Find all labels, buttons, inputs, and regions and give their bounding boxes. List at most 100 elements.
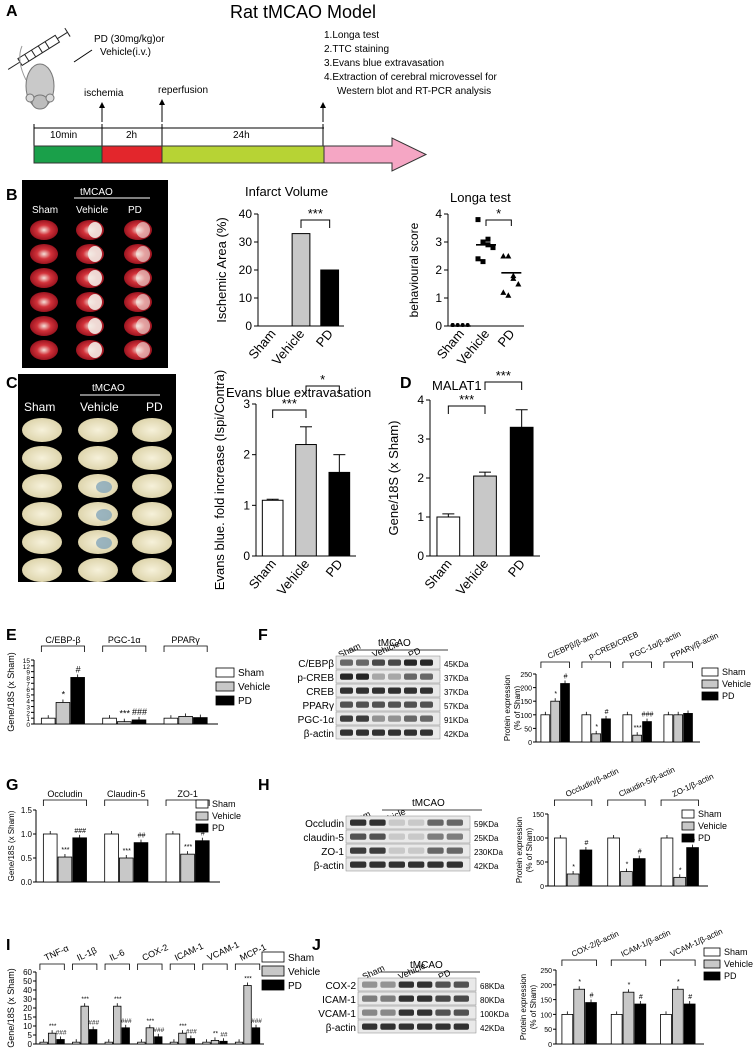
blot-band — [388, 673, 401, 680]
panel-j: J tMCAO Sham Vehicle PD COX-2 68KDa ICAM-1 80KD… — [312, 927, 753, 1049]
sig-label: ### — [642, 712, 654, 719]
blot-band — [453, 1009, 469, 1016]
bar-vehicle — [566, 873, 580, 887]
legend-swatch — [215, 667, 235, 678]
bar-pd — [193, 717, 208, 725]
sig-label: * — [677, 979, 680, 986]
blot-kda-label: 68KDa — [480, 982, 505, 991]
data-point — [510, 275, 517, 281]
sig-label: * — [496, 206, 501, 221]
group-bracket — [581, 661, 611, 668]
group-label: ZO-1/β-actin — [671, 772, 715, 799]
legend-label: Sham — [288, 953, 314, 964]
bar-sham — [660, 1014, 672, 1045]
legend-label: Sham — [698, 809, 722, 819]
brain-slice — [78, 418, 118, 442]
bar-vehicle — [295, 444, 317, 557]
y-axis-label: behavioural score — [407, 222, 421, 317]
y-tick-label: 8 — [26, 675, 30, 682]
blot-kda-label: 80KDa — [480, 996, 505, 1005]
group-bracket — [40, 645, 85, 652]
blot-kda-label: 37KDa — [444, 688, 469, 697]
sig-label: *** — [308, 206, 323, 221]
sig-label: *** — [114, 996, 122, 1003]
sig-label: *** — [123, 848, 131, 855]
blot-band — [420, 715, 433, 722]
blot-band — [420, 701, 433, 708]
bar-sham — [42, 833, 58, 883]
y-tick-label: 250 — [540, 968, 552, 975]
blot-row-label: COX-2 — [325, 981, 356, 992]
bar-vehicle — [620, 871, 633, 887]
bar-pd — [154, 1036, 163, 1045]
blot-kda-label: 42KDa — [444, 730, 469, 739]
blot-band — [427, 833, 444, 840]
blot-row-label: β-actin — [304, 729, 334, 740]
evans-stain — [96, 537, 112, 549]
brain-slice — [22, 446, 62, 470]
blot-band — [408, 833, 425, 840]
legend-swatch — [703, 959, 721, 969]
group-label: VCAM-1 — [206, 939, 241, 962]
y-tick-label: 100 — [540, 1012, 552, 1019]
brain-slice — [132, 558, 172, 582]
legend-label: PD — [722, 691, 735, 701]
y-tick-label: 7 — [26, 681, 30, 688]
infarct-region — [88, 342, 102, 358]
bar-vehicle — [473, 475, 497, 557]
group-bracket — [39, 963, 65, 970]
infarct-region — [136, 342, 150, 358]
blot-band — [446, 819, 463, 826]
blot-band — [388, 819, 405, 826]
y-axis-label: (% of Sham) — [525, 827, 534, 872]
legend-swatch — [701, 667, 719, 677]
legend-swatch — [195, 811, 209, 821]
blot-kda-label: 230KDa — [474, 848, 503, 857]
x-tick-label: PD — [323, 556, 346, 579]
bar-sham — [436, 516, 461, 557]
legend-swatch — [195, 799, 209, 809]
x-tick-label: Sham — [421, 556, 454, 592]
sig-label: *** — [282, 396, 297, 411]
ttc-col-pd: PD — [128, 205, 142, 216]
timeline-scale: 10min 2h 24h — [33, 124, 324, 146]
y-tick-label: 3 — [26, 705, 30, 712]
bar-pd — [632, 858, 646, 887]
blot-band — [446, 833, 463, 840]
sig-label: *** — [244, 976, 252, 983]
infarct-region — [136, 246, 150, 262]
y-axis-label: Gene/18S (x Sham) — [6, 968, 16, 1048]
blot-band — [356, 659, 369, 666]
timeline-24h: 24h — [233, 130, 250, 141]
infarct-region — [88, 270, 102, 286]
y-tick-label: 2 — [435, 263, 442, 277]
group-label: COX-2 — [140, 942, 169, 963]
y-tick-label: 200 — [540, 983, 552, 990]
sig-label: ### — [251, 1018, 262, 1025]
blot-band — [404, 729, 417, 736]
blot-kda-label: 100KDa — [480, 1010, 509, 1019]
evans-stain — [96, 481, 112, 493]
group-label: IL-1β — [75, 945, 98, 963]
group-bracket — [137, 963, 163, 970]
treatment-label: PD (30mg/kg)or — [94, 34, 165, 45]
blot-band — [427, 861, 444, 868]
brain-slice — [30, 244, 58, 264]
blot-row-label: PPARγ — [303, 701, 335, 712]
bar-sham — [104, 1041, 113, 1045]
panel-i: I 0510152030405060***###TNF-α***###IL-1β… — [6, 937, 321, 1049]
infarct-title: Infarct Volume — [245, 184, 328, 199]
blot-band — [388, 687, 401, 694]
legend-swatch — [681, 809, 695, 819]
group-bracket — [169, 963, 195, 970]
sig-label: ### — [88, 1020, 99, 1027]
blot-band — [340, 687, 353, 694]
bar-pd — [56, 1039, 65, 1045]
y-tick-label: 200 — [520, 686, 532, 693]
panel-d-label: D — [400, 375, 412, 392]
panel-f: F tMCAO Sham Vehicle PD C/EBPβ 45KDa p-CREB 37K… — [258, 627, 751, 747]
y-tick-label: 20 — [23, 1004, 32, 1013]
bar-vehicle — [573, 988, 586, 1045]
infarct-region — [88, 318, 102, 334]
legend-label: Vehicle — [288, 967, 321, 978]
